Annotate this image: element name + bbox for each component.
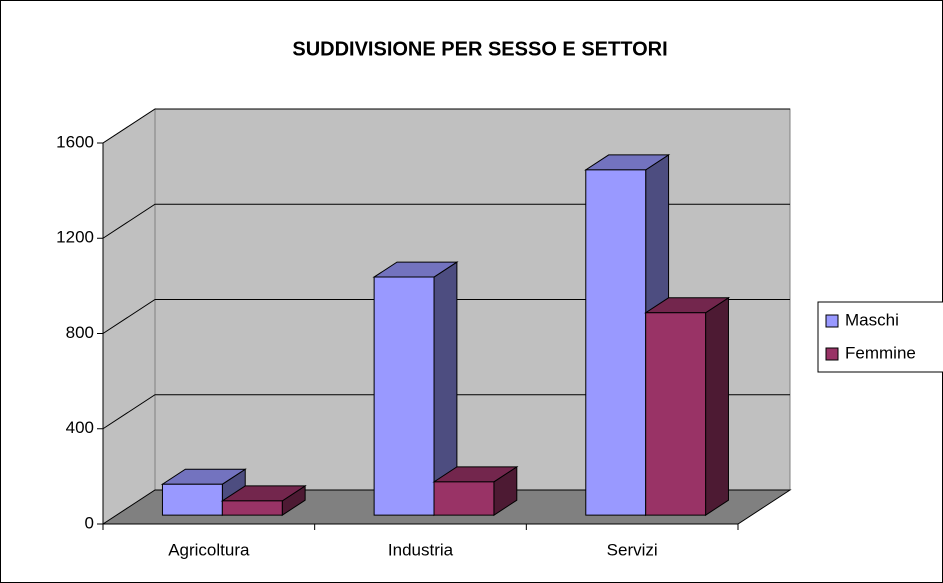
legend-label: Femmine <box>845 343 916 362</box>
y-tick-label: 400 <box>66 418 94 437</box>
legend-swatch <box>825 347 839 361</box>
legend-box <box>817 301 943 373</box>
x-tick-label: Industria <box>388 540 454 559</box>
bar <box>373 276 435 516</box>
bar <box>645 312 707 516</box>
grid-line <box>102 108 790 144</box>
bar <box>221 500 283 516</box>
bar <box>433 481 495 516</box>
grid-line <box>102 394 790 430</box>
x-tick-label: Agricoltura <box>168 540 250 559</box>
grid-line <box>102 299 790 334</box>
bar <box>585 169 647 516</box>
grid-line <box>102 203 790 239</box>
bar-side <box>705 296 729 517</box>
x-tick-label: Servizi <box>607 540 658 559</box>
y-tick-label: 0 <box>85 513 94 532</box>
y-tick-label: 800 <box>66 323 94 342</box>
bar <box>161 483 223 516</box>
y-tick-label: 1200 <box>56 228 94 247</box>
legend-label: Maschi <box>845 310 899 329</box>
chart-title: SUDDIVISIONE PER SESSO E SETTORI <box>292 38 667 60</box>
y-tick-label: 1600 <box>56 132 94 151</box>
legend-swatch <box>825 314 839 328</box>
